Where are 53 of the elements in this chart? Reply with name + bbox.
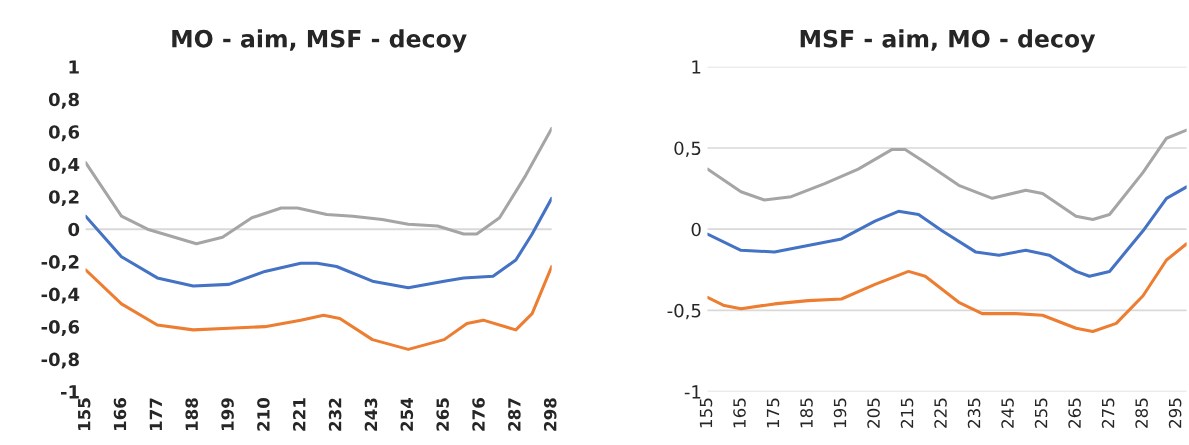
x-tick-label: 177 (149, 398, 162, 431)
x-tick-label: 215 (900, 398, 914, 428)
x-tick-label: 235 (967, 398, 981, 428)
x-tick-label: 276 (472, 398, 485, 431)
x-tick-label: 265 (1068, 398, 1081, 428)
x-tick-label: 265 (436, 398, 449, 431)
x-tick-label: 175 (766, 398, 780, 428)
x-tick-label: 245 (1001, 398, 1014, 428)
y-tick-label: -0,6 (41, 320, 80, 337)
x-tick-label: 221 (292, 398, 306, 431)
y-tick-label: -1 (684, 385, 701, 399)
x-tick-label: 199 (221, 398, 234, 431)
x-tick-label: 205 (867, 398, 880, 428)
x-tick-label: 188 (185, 398, 198, 431)
x-tick-label: 232 (328, 398, 342, 431)
x-tick-label: 155 (78, 398, 91, 431)
line-series (85, 126, 552, 246)
line-series (707, 185, 1187, 278)
y-tick-label: 0,5 (674, 141, 701, 157)
x-tick-label: 166 (113, 398, 127, 431)
line-series (85, 196, 552, 290)
y-tick-label: -1 (60, 385, 79, 399)
x-tick-label: 287 (508, 398, 521, 431)
y-tick-label: 0,2 (48, 190, 79, 207)
x-tick-label: 195 (833, 398, 847, 428)
y-tick-label: 0,8 (48, 92, 79, 109)
x-tick-label: 254 (400, 397, 414, 431)
line-series (85, 265, 552, 351)
y-tick-label: -0,4 (41, 287, 80, 304)
x-tick-label: 155 (699, 398, 713, 428)
chart-title: MSF - aim, MO - decoy (800, 29, 1096, 53)
y-tick-label: 0 (68, 222, 80, 237)
y-tick-label: 1 (69, 60, 79, 74)
x-tick-label: 255 (1034, 398, 1048, 428)
x-tick-label: 210 (257, 397, 270, 431)
y-tick-label: -0,2 (41, 255, 79, 272)
chart-title: MO - aim, MSF - decoy (172, 29, 467, 53)
x-tick-label: 243 (364, 398, 378, 431)
x-tick-label: 165 (733, 398, 746, 428)
line-series (707, 128, 1187, 221)
y-tick-label: 0,4 (48, 157, 80, 174)
x-tick-label: 225 (934, 398, 947, 428)
y-tick-label: -0,5 (667, 303, 701, 320)
y-tick-label: -0,8 (41, 352, 79, 369)
y-tick-label: 0,6 (48, 125, 80, 142)
y-tick-label: 1 (692, 60, 701, 74)
x-tick-label: 275 (1101, 398, 1115, 428)
x-tick-label: 298 (543, 398, 557, 431)
x-tick-label: 295 (1168, 398, 1182, 428)
x-tick-label: 185 (800, 398, 813, 428)
x-tick-label: 285 (1135, 398, 1148, 428)
line-series (707, 242, 1187, 334)
y-tick-label: 0 (691, 222, 701, 237)
